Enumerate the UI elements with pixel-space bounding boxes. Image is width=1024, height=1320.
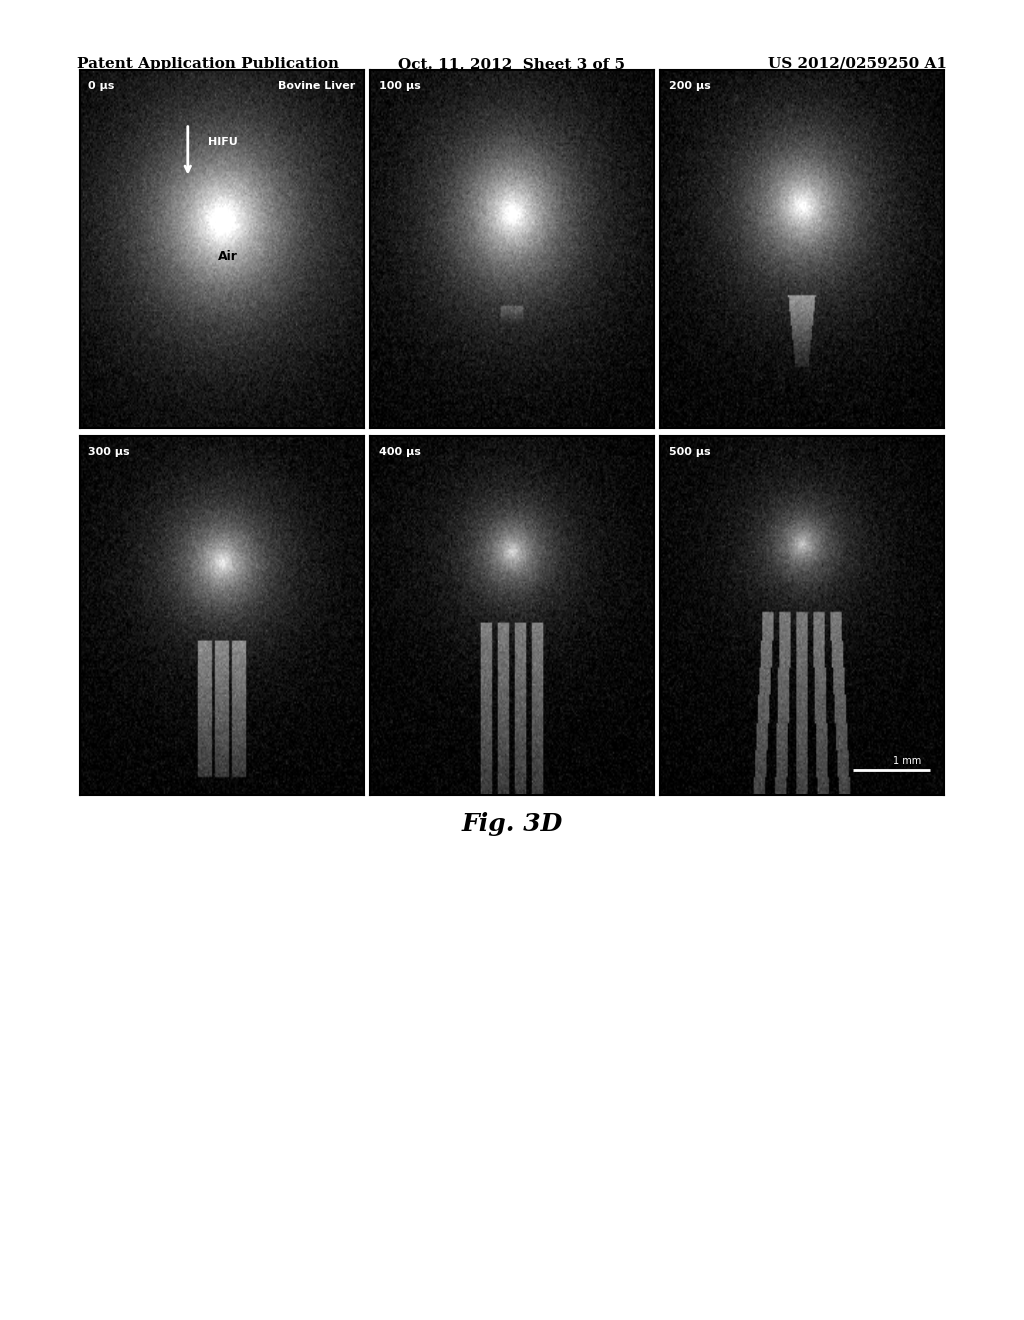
Text: HIFU: HIFU [208, 137, 238, 147]
Text: Fig. 3D: Fig. 3D [462, 812, 562, 836]
Text: 100 μs: 100 μs [379, 81, 420, 91]
Text: 0 μs: 0 μs [88, 81, 115, 91]
Text: Patent Application Publication: Patent Application Publication [77, 57, 339, 71]
Text: Air: Air [218, 249, 238, 263]
Text: Oct. 11, 2012  Sheet 3 of 5: Oct. 11, 2012 Sheet 3 of 5 [398, 57, 626, 71]
Text: Bovine Liver: Bovine Liver [279, 81, 355, 91]
Text: 500 μs: 500 μs [669, 447, 711, 457]
Text: 400 μs: 400 μs [379, 447, 421, 457]
Text: 200 μs: 200 μs [669, 81, 711, 91]
Text: 300 μs: 300 μs [88, 447, 130, 457]
Text: 1 mm: 1 mm [893, 756, 922, 766]
Text: US 2012/0259250 A1: US 2012/0259250 A1 [768, 57, 947, 71]
